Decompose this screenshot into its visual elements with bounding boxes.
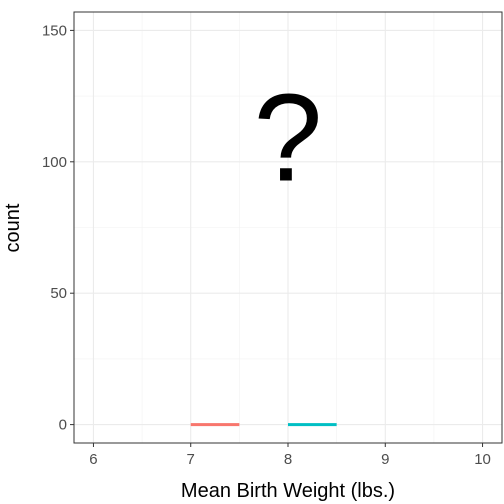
x-tick-label: 10 bbox=[474, 451, 491, 468]
x-axis-ticks: 6 7 8 9 10 bbox=[89, 443, 491, 468]
y-tick-label: 100 bbox=[42, 154, 67, 171]
x-tick-label: 9 bbox=[381, 451, 389, 468]
x-axis-title: Mean Birth Weight (lbs.) bbox=[181, 480, 395, 502]
y-axis-title: count bbox=[2, 203, 24, 252]
major-gridlines bbox=[74, 12, 502, 443]
y-tick-label: 150 bbox=[42, 22, 67, 39]
y-axis-ticks: 0 50 100 150 bbox=[42, 22, 74, 434]
bars bbox=[190, 423, 337, 427]
bar-0 bbox=[190, 423, 240, 427]
x-tick-label: 7 bbox=[187, 451, 195, 468]
x-tick-label: 6 bbox=[89, 451, 97, 468]
y-tick-label: 50 bbox=[50, 285, 67, 302]
y-tick-label: 0 bbox=[59, 417, 67, 434]
x-tick-label: 8 bbox=[284, 451, 292, 468]
question-mark-annotation: ? bbox=[254, 70, 323, 208]
bar-1 bbox=[288, 423, 337, 427]
